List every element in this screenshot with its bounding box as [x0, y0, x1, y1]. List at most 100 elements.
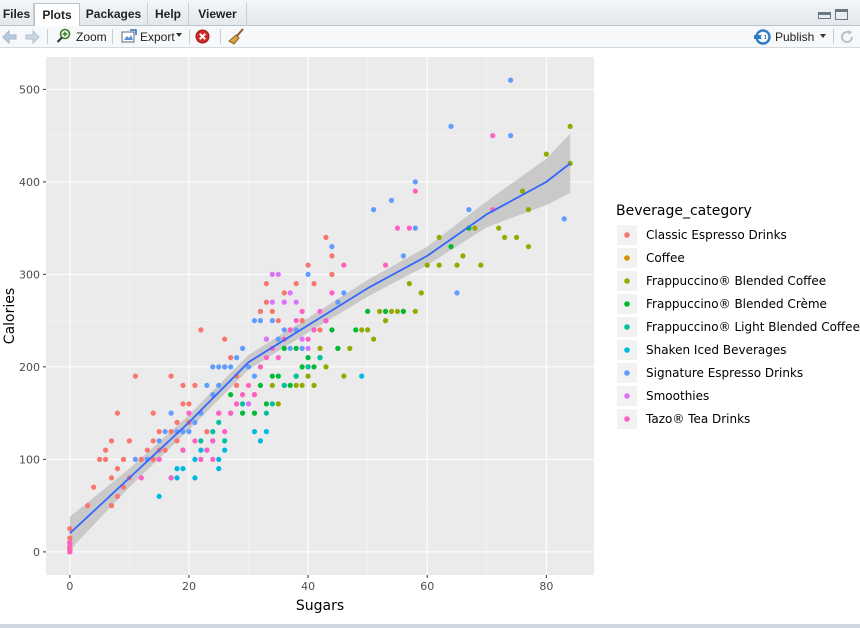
data-point — [299, 308, 305, 314]
data-point — [388, 197, 395, 203]
data-point — [299, 364, 305, 370]
data-point — [245, 401, 252, 407]
data-point — [192, 475, 198, 481]
maximize-pane-button[interactable] — [835, 9, 848, 20]
data-point — [257, 382, 264, 388]
data-point — [263, 299, 269, 305]
data-point — [108, 503, 115, 509]
data-point — [192, 419, 198, 425]
chevron-down-icon — [176, 33, 182, 37]
data-point — [365, 308, 371, 314]
data-point — [156, 429, 162, 435]
data-point — [216, 410, 222, 416]
data-point — [454, 262, 460, 268]
x-tick-label: 0 — [66, 580, 73, 593]
data-point — [436, 262, 442, 268]
data-point — [418, 290, 424, 296]
remove-plot-icon[interactable] — [195, 29, 210, 44]
data-point — [251, 392, 258, 398]
data-point — [269, 382, 275, 388]
data-point — [323, 318, 329, 324]
data-point — [186, 410, 192, 416]
tab-packages[interactable]: Packages — [80, 3, 148, 26]
data-point — [329, 244, 335, 250]
data-point — [228, 410, 234, 416]
data-point — [335, 345, 341, 351]
data-point — [478, 262, 484, 268]
scatter-plot: 0 20 40 60 80 0 100 200 300 400 500 Sugars Calorie… — [0, 49, 860, 624]
data-point — [198, 456, 204, 462]
pane-tab-bar: Files Plots Packages Help Viewer — [0, 0, 860, 27]
data-point — [329, 271, 335, 277]
minimize-pane-button[interactable] — [818, 12, 831, 19]
data-point — [263, 410, 269, 416]
data-point — [508, 133, 514, 139]
data-point — [156, 493, 162, 499]
data-point — [168, 373, 174, 379]
data-point — [168, 475, 174, 481]
data-point — [114, 410, 121, 416]
data-point — [281, 299, 287, 305]
legend-title: Beverage_category — [616, 203, 752, 219]
data-point — [329, 253, 335, 259]
data-point — [91, 484, 97, 490]
data-point — [251, 410, 258, 416]
data-point — [67, 547, 73, 553]
legend-swatch — [624, 255, 630, 261]
data-point — [132, 373, 138, 379]
data-point — [198, 327, 204, 333]
legend-swatch — [624, 347, 630, 353]
data-point — [329, 327, 335, 333]
legend-label: Coffee — [646, 251, 685, 265]
data-point — [120, 456, 127, 462]
data-point — [376, 308, 383, 314]
data-point — [222, 429, 228, 435]
legend: Beverage_category Classic Espresso Drink… — [616, 203, 860, 429]
data-point — [168, 429, 174, 435]
tab-viewer[interactable]: Viewer — [189, 3, 247, 26]
data-point — [228, 355, 234, 361]
data-point — [263, 355, 269, 361]
export-menu-button[interactable]: Export — [119, 26, 185, 48]
data-point — [114, 493, 121, 499]
export-icon — [121, 29, 137, 43]
data-point — [353, 327, 359, 333]
data-point — [329, 290, 335, 296]
data-point — [216, 382, 222, 388]
arrow-right-icon[interactable] — [24, 29, 40, 45]
refresh-icon[interactable] — [839, 29, 855, 45]
legend-swatch — [624, 416, 630, 422]
plots-toolbar: Zoom Export Publish — [0, 26, 860, 48]
data-point — [299, 336, 305, 342]
tab-plots[interactable]: Plots — [34, 3, 80, 27]
toolbar-separator — [112, 29, 113, 44]
data-point — [234, 401, 240, 407]
data-point — [216, 419, 222, 425]
arrow-left-icon[interactable] — [2, 29, 18, 45]
data-point — [448, 244, 454, 250]
data-point — [210, 364, 216, 370]
data-point — [525, 207, 532, 213]
data-point — [132, 456, 138, 462]
tab-files[interactable]: Files — [0, 3, 34, 26]
data-point — [341, 262, 347, 268]
data-point — [180, 382, 186, 388]
data-point — [275, 318, 281, 324]
legend-swatch — [624, 370, 630, 376]
data-point — [454, 290, 460, 296]
data-point — [67, 540, 73, 546]
data-point — [251, 429, 258, 435]
data-point — [317, 345, 323, 351]
data-point — [287, 382, 293, 388]
data-point — [371, 207, 377, 213]
publish-menu-button[interactable]: Publish — [754, 26, 830, 48]
data-point — [198, 438, 204, 444]
data-point — [305, 373, 311, 379]
data-point — [412, 179, 418, 185]
tab-help[interactable]: Help — [148, 3, 189, 26]
zoom-button[interactable]: Zoom — [54, 26, 107, 48]
broom-icon[interactable] — [228, 28, 245, 45]
data-point — [156, 438, 162, 444]
data-point — [311, 281, 317, 287]
data-point — [525, 244, 532, 250]
